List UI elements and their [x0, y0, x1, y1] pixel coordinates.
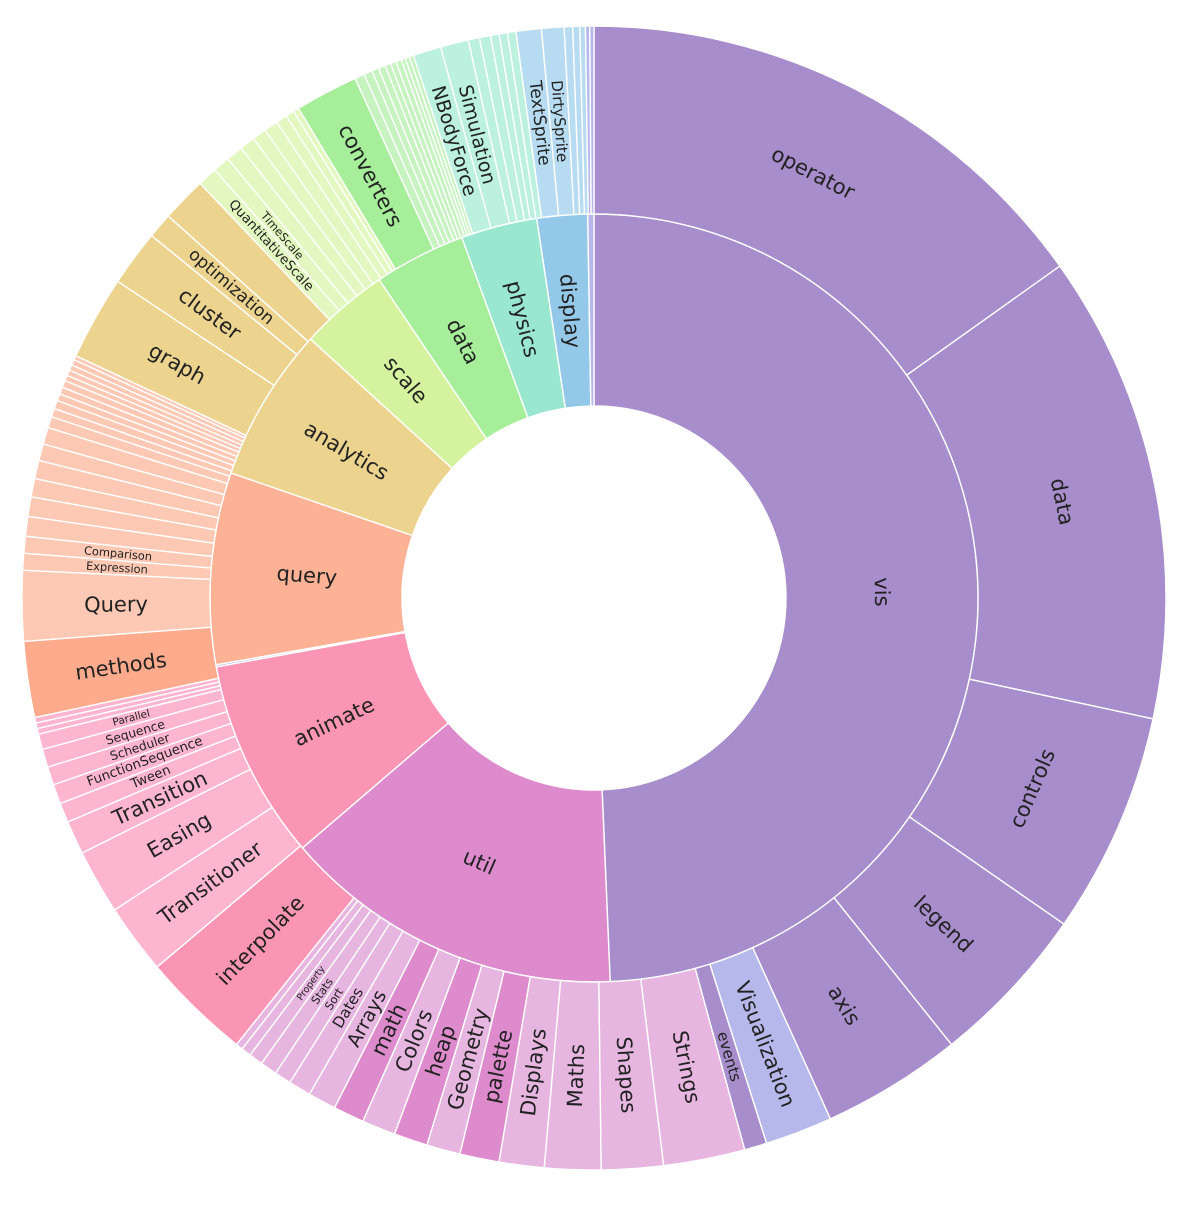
outer-segment-operator[interactable] — [593, 25, 1061, 377]
inner-label-vis: vis — [870, 577, 895, 607]
outer-label-query: Query — [84, 592, 148, 617]
inner-label-query: query — [276, 561, 338, 590]
outer-label-shapes: Shapes — [612, 1036, 641, 1114]
segment-layer — [21, 25, 1167, 1171]
outer-segment-93[interactable] — [589, 25, 595, 215]
outer-label-expression: Expression — [86, 559, 149, 577]
outer-label-comparison: Comparison — [83, 543, 152, 563]
outer-label-maths: Maths — [563, 1044, 589, 1108]
outer-label-dirtysprite: DirtySprite — [548, 80, 572, 163]
